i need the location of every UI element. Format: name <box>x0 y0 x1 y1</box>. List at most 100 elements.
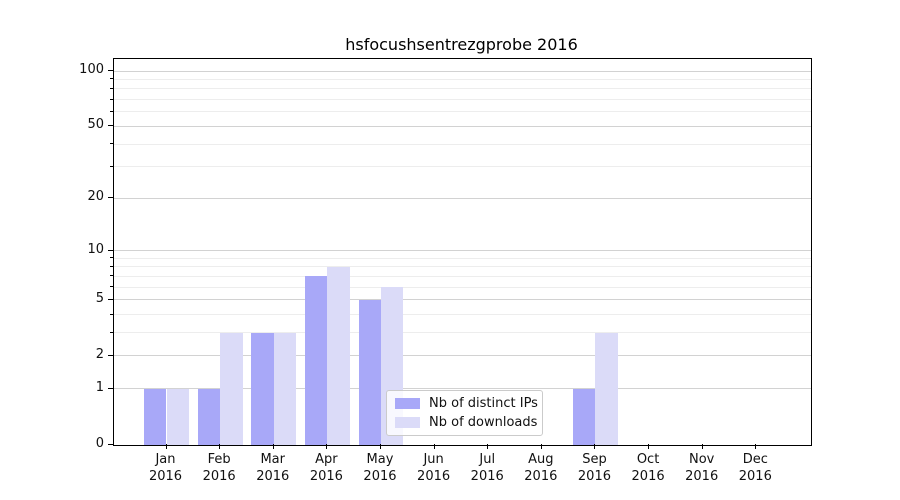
legend-label: Nb of distinct IPs <box>429 395 538 411</box>
gridline-major <box>114 388 811 390</box>
x-tick-month: Dec <box>742 452 768 467</box>
x-tick-year: 2016 <box>417 469 451 484</box>
bar-distinct-ips <box>251 332 274 445</box>
bar-distinct-ips <box>304 276 328 445</box>
legend-swatch-distinct-ips <box>395 397 420 409</box>
gridline-minor <box>114 286 811 288</box>
x-tick-year: 2016 <box>738 469 772 484</box>
y-tick-mark <box>108 197 113 199</box>
bar-downloads <box>327 266 350 445</box>
x-tick-label: Nov 2016 <box>670 451 734 485</box>
legend-label: Nb of downloads <box>429 415 538 431</box>
y-minor-tick-mark <box>110 265 113 267</box>
gridline-major <box>114 70 811 72</box>
bar-downloads <box>273 332 297 445</box>
gridline-minor <box>114 143 811 145</box>
y-minor-tick-mark <box>110 143 113 145</box>
bar-distinct-ips <box>573 388 596 445</box>
x-tick-year: 2016 <box>256 469 290 484</box>
legend-swatch-downloads <box>395 417 420 429</box>
x-tick-label: Apr 2016 <box>294 451 358 485</box>
x-tick-month: Apr <box>315 452 338 467</box>
legend: Nb of distinct IPs Nb of downloads <box>386 390 543 436</box>
y-tick-mark <box>108 125 113 127</box>
x-tick-year: 2016 <box>363 469 397 484</box>
y-minor-tick-mark <box>110 87 113 89</box>
chart-title: hsfocushsentrezgprobe 2016 <box>345 35 578 54</box>
gridline-minor <box>114 314 811 316</box>
gridline-minor <box>114 257 811 259</box>
gridline-minor <box>114 266 811 268</box>
gridline-minor <box>114 88 811 90</box>
y-minor-tick-mark <box>110 257 113 259</box>
bar-downloads <box>166 388 189 445</box>
y-tick-label: 1 <box>95 379 104 395</box>
legend-item-distinct-ips: Nb of distinct IPs <box>393 395 538 411</box>
x-tick-month: May <box>366 452 394 467</box>
bar-distinct-ips <box>144 388 167 445</box>
x-tick-label: Mar 2016 <box>241 451 305 485</box>
gridline-major <box>114 355 811 357</box>
gridline-major <box>114 125 811 127</box>
x-tick-mark <box>648 444 650 449</box>
y-minor-tick-mark <box>110 78 113 80</box>
y-tick-label: 100 <box>79 62 104 77</box>
y-tick-label: 2 <box>95 346 104 362</box>
gridline-minor <box>114 166 811 168</box>
x-tick-label: Sep 2016 <box>562 451 626 485</box>
x-tick-mark <box>594 444 596 449</box>
x-tick-mark <box>272 444 274 449</box>
y-tick-mark <box>108 387 113 389</box>
x-tick-mark <box>755 444 757 449</box>
gridline-minor <box>114 99 811 101</box>
x-tick-mark <box>326 444 328 449</box>
y-tick-label: 50 <box>87 117 104 133</box>
x-tick-mark <box>219 444 221 449</box>
plot-area <box>113 58 812 446</box>
y-tick-mark <box>108 354 113 356</box>
y-minor-tick-mark <box>110 313 113 315</box>
x-tick-mark <box>701 444 703 449</box>
y-minor-tick-mark <box>110 165 113 167</box>
x-tick-month: Aug <box>528 452 554 467</box>
x-tick-mark <box>165 444 167 449</box>
y-tick-mark <box>108 249 113 251</box>
x-tick-label: May 2016 <box>348 451 412 485</box>
x-tick-label: Jul 2016 <box>455 451 519 485</box>
x-tick-month: Jul <box>479 452 496 467</box>
y-minor-tick-mark <box>110 98 113 100</box>
gridline-minor <box>114 332 811 334</box>
x-tick-year: 2016 <box>685 469 719 484</box>
x-tick-month: Sep <box>582 452 607 467</box>
y-tick-mark <box>108 298 113 300</box>
x-tick-month: Oct <box>636 452 660 467</box>
gridline-major <box>114 197 811 199</box>
x-tick-label: Oct 2016 <box>616 451 680 485</box>
y-tick-mark <box>108 70 113 71</box>
gridline-minor <box>114 275 811 277</box>
y-tick-label: 20 <box>87 189 104 205</box>
y-tick-label: 0 <box>95 436 104 451</box>
gridline-minor <box>114 111 811 113</box>
y-minor-tick-mark <box>110 275 113 277</box>
y-minor-tick-mark <box>110 286 113 288</box>
x-tick-mark <box>540 444 542 449</box>
y-minor-tick-mark <box>110 110 113 112</box>
x-tick-year: 2016 <box>202 469 236 484</box>
x-tick-month: Feb <box>207 452 231 467</box>
x-tick-month: Jan <box>155 452 176 467</box>
x-tick-label: Aug 2016 <box>509 451 573 485</box>
x-tick-year: 2016 <box>577 469 611 484</box>
x-tick-year: 2016 <box>631 469 665 484</box>
x-tick-month: Mar <box>260 452 285 467</box>
x-tick-year: 2016 <box>470 469 504 484</box>
y-minor-tick-mark <box>110 331 113 333</box>
x-tick-month: Jun <box>423 452 444 467</box>
x-tick-label: Jun 2016 <box>402 451 466 485</box>
x-tick-year: 2016 <box>524 469 558 484</box>
x-tick-label: Jan 2016 <box>134 451 198 485</box>
gridline-major <box>114 250 811 252</box>
y-tick-label: 5 <box>95 290 104 306</box>
x-tick-year: 2016 <box>309 469 343 484</box>
